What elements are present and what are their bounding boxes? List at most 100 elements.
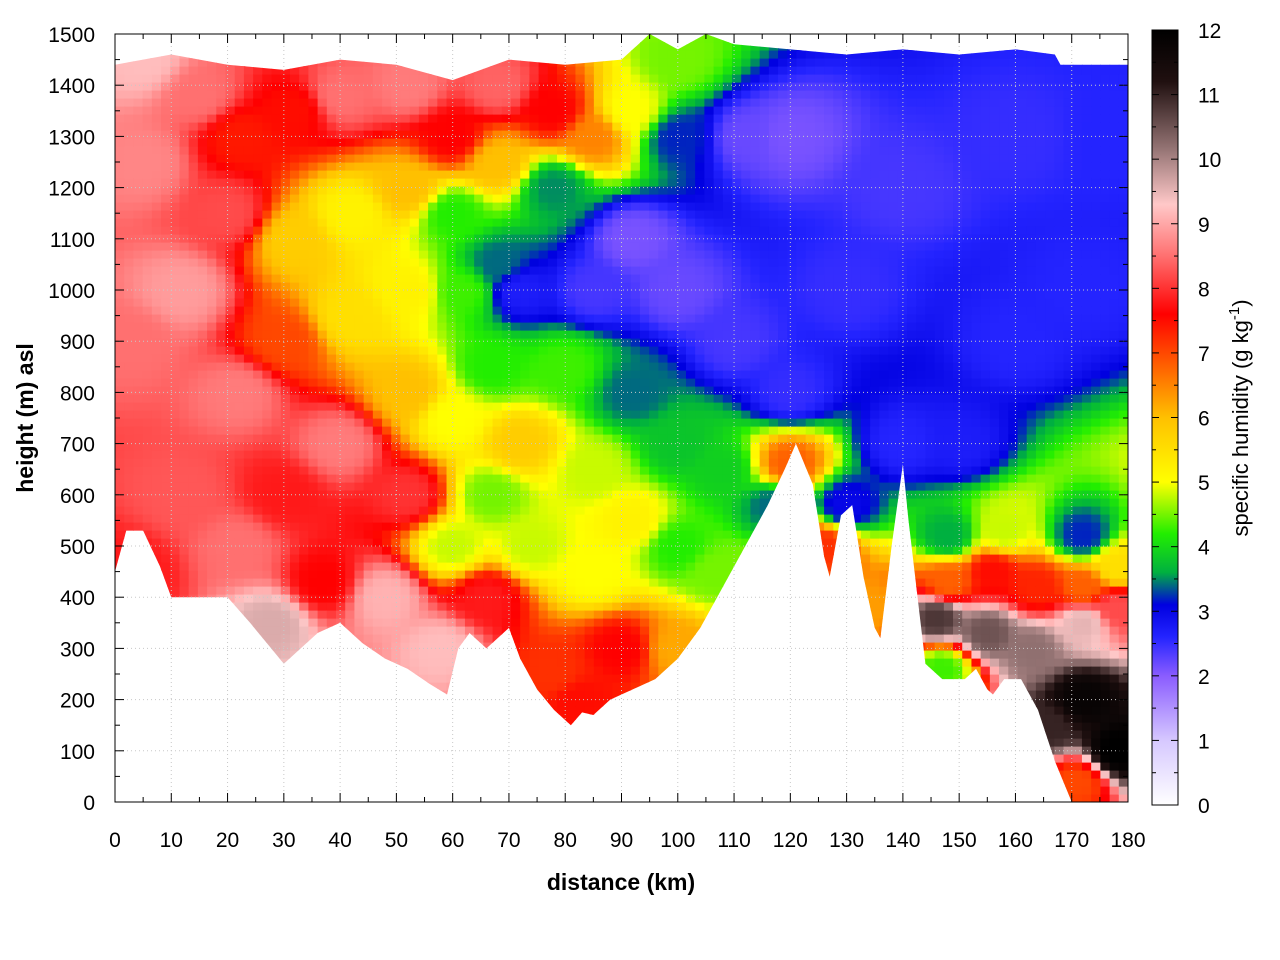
humidity-cell <box>529 82 540 91</box>
humidity-cell <box>115 74 125 83</box>
humidity-cell <box>575 74 586 83</box>
humidity-cell <box>289 682 300 691</box>
humidity-cell <box>336 178 346 187</box>
humidity-cell <box>538 714 549 723</box>
humidity-cell <box>510 130 521 139</box>
humidity-cell <box>566 170 577 179</box>
humidity-cell <box>188 666 199 675</box>
humidity-cell <box>271 450 282 459</box>
humidity-cell <box>336 154 346 163</box>
humidity-cell <box>207 130 217 139</box>
humidity-cell <box>520 386 531 395</box>
humidity-cell <box>326 50 337 59</box>
humidity-cell <box>170 290 181 299</box>
humidity-cell <box>372 330 383 339</box>
humidity-cell <box>483 522 494 531</box>
humidity-cell <box>179 282 190 291</box>
humidity-cell <box>510 178 521 187</box>
humidity-cell <box>216 730 227 739</box>
humidity-cell <box>501 594 512 603</box>
humidity-cell <box>243 186 254 195</box>
humidity-cell <box>437 186 448 195</box>
humidity-cell <box>234 602 245 611</box>
humidity-cell <box>243 714 254 723</box>
humidity-cell <box>529 66 540 75</box>
humidity-cell <box>289 162 300 171</box>
humidity-cell <box>115 642 125 651</box>
humidity-cell <box>437 234 448 243</box>
humidity-cell <box>336 674 346 683</box>
humidity-cell <box>326 634 337 643</box>
humidity-cell <box>354 114 365 123</box>
humidity-cell <box>354 362 365 371</box>
humidity-cell <box>501 34 512 43</box>
humidity-cell <box>124 690 135 699</box>
humidity-cell <box>142 602 153 611</box>
humidity-cell <box>382 322 392 331</box>
humidity-cell <box>474 258 484 267</box>
humidity-cell <box>455 306 466 315</box>
humidity-cell <box>464 546 475 555</box>
humidity-cell <box>289 154 300 163</box>
humidity-cell <box>170 210 181 219</box>
humidity-cell <box>151 58 162 67</box>
humidity-cell <box>336 698 346 707</box>
humidity-cell <box>446 794 457 802</box>
humidity-cell <box>474 578 484 587</box>
humidity-cell <box>446 58 457 67</box>
humidity-cell <box>566 554 577 563</box>
humidity-cell <box>133 514 144 523</box>
humidity-cell <box>428 514 438 523</box>
humidity-cell <box>547 594 558 603</box>
humidity-cell <box>428 186 438 195</box>
humidity-cell <box>547 162 558 171</box>
humidity-cell <box>566 402 577 411</box>
humidity-cell <box>492 522 503 531</box>
humidity-cell <box>289 82 300 91</box>
humidity-cell <box>566 722 577 731</box>
humidity-cell <box>501 250 512 259</box>
humidity-cell <box>474 642 484 651</box>
humidity-cell <box>216 202 227 211</box>
humidity-cell <box>289 706 300 715</box>
humidity-cell <box>400 130 411 139</box>
humidity-cell <box>575 322 586 331</box>
humidity-cell <box>538 330 549 339</box>
humidity-cell <box>345 138 356 147</box>
humidity-cell <box>483 770 494 779</box>
humidity-cell <box>474 538 484 547</box>
humidity-cell <box>464 714 475 723</box>
humidity-cell <box>464 330 475 339</box>
humidity-cell <box>446 762 457 771</box>
humidity-cell <box>142 106 153 115</box>
humidity-cell <box>151 762 162 771</box>
humidity-cell <box>161 210 171 219</box>
humidity-cell <box>529 98 540 107</box>
humidity-cell <box>409 570 420 579</box>
humidity-cell <box>437 746 448 755</box>
humidity-cell <box>409 170 420 179</box>
humidity-cell <box>418 602 429 611</box>
humidity-cell <box>197 498 208 507</box>
humidity-cell <box>336 562 346 571</box>
humidity-cell <box>336 146 346 155</box>
humidity-cell <box>566 178 577 187</box>
humidity-cell <box>501 106 512 115</box>
humidity-cell <box>299 194 309 203</box>
humidity-cell <box>354 706 365 715</box>
humidity-cell <box>207 74 217 83</box>
humidity-cell <box>428 586 438 595</box>
humidity-cell <box>234 122 245 131</box>
humidity-cell <box>428 202 438 211</box>
humidity-cell <box>418 402 429 411</box>
humidity-cell <box>492 786 503 795</box>
humidity-cell <box>253 522 263 531</box>
humidity-cell <box>326 226 337 235</box>
humidity-cell <box>161 770 171 779</box>
humidity-cell <box>372 738 383 747</box>
humidity-cell <box>188 290 199 299</box>
humidity-cell <box>280 362 291 371</box>
humidity-cell <box>345 162 356 171</box>
humidity-cell <box>216 466 227 475</box>
humidity-cell <box>317 770 328 779</box>
